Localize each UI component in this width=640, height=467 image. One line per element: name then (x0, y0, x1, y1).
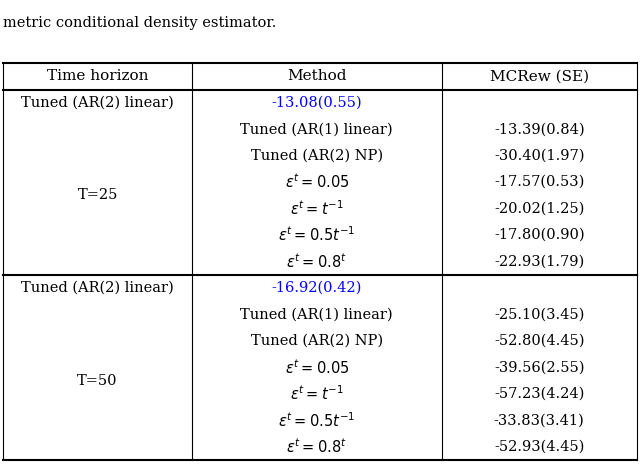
Text: Tuned (AR(1) linear): Tuned (AR(1) linear) (241, 307, 393, 321)
Text: -13.08(0.55): -13.08(0.55) (271, 96, 362, 110)
Text: Tuned (AR(2) NP): Tuned (AR(2) NP) (251, 149, 383, 163)
Text: Tuned (AR(2) NP): Tuned (AR(2) NP) (251, 334, 383, 348)
Text: Tuned (AR(2) linear): Tuned (AR(2) linear) (21, 96, 174, 110)
Text: -22.93(1.79): -22.93(1.79) (494, 255, 584, 269)
Text: -17.80(0.90): -17.80(0.90) (494, 228, 584, 242)
Text: $\epsilon^t = 0.05$: $\epsilon^t = 0.05$ (285, 358, 349, 377)
Text: MCRew (SE): MCRew (SE) (490, 69, 589, 83)
Text: $\epsilon^t = 0.8^t$: $\epsilon^t = 0.8^t$ (286, 438, 348, 456)
Text: Time horizon: Time horizon (47, 69, 148, 83)
Text: -57.23(4.24): -57.23(4.24) (494, 387, 584, 401)
Text: -17.57(0.53): -17.57(0.53) (494, 175, 584, 189)
Text: Method: Method (287, 69, 346, 83)
Text: $\epsilon^t = 0.5t^{-1}$: $\epsilon^t = 0.5t^{-1}$ (278, 226, 355, 244)
Text: -52.93(4.45): -52.93(4.45) (494, 440, 584, 454)
Text: -20.02(1.25): -20.02(1.25) (494, 202, 584, 216)
Text: -16.92(0.42): -16.92(0.42) (271, 281, 362, 295)
Text: $\epsilon^t = t^{-1}$: $\epsilon^t = t^{-1}$ (290, 199, 344, 218)
Text: T=50: T=50 (77, 374, 118, 388)
Text: Tuned (AR(1) linear): Tuned (AR(1) linear) (241, 122, 393, 136)
Text: Tuned (AR(2) linear): Tuned (AR(2) linear) (21, 281, 174, 295)
Text: $\epsilon^t = 0.5t^{-1}$: $\epsilon^t = 0.5t^{-1}$ (278, 411, 355, 430)
Text: -30.40(1.97): -30.40(1.97) (494, 149, 584, 163)
Text: T=25: T=25 (77, 188, 118, 202)
Text: metric conditional density estimator.: metric conditional density estimator. (3, 16, 276, 30)
Text: $\epsilon^t = t^{-1}$: $\epsilon^t = t^{-1}$ (290, 384, 344, 403)
Text: $\epsilon^t = 0.8^t$: $\epsilon^t = 0.8^t$ (286, 252, 348, 271)
Text: -39.56(2.55): -39.56(2.55) (494, 361, 584, 375)
Text: -13.39(0.84): -13.39(0.84) (494, 122, 584, 136)
Text: -33.83(3.41): -33.83(3.41) (494, 413, 584, 427)
Text: $\epsilon^t = 0.05$: $\epsilon^t = 0.05$ (285, 173, 349, 191)
Text: -52.80(4.45): -52.80(4.45) (494, 334, 584, 348)
Text: -25.10(3.45): -25.10(3.45) (494, 307, 584, 321)
